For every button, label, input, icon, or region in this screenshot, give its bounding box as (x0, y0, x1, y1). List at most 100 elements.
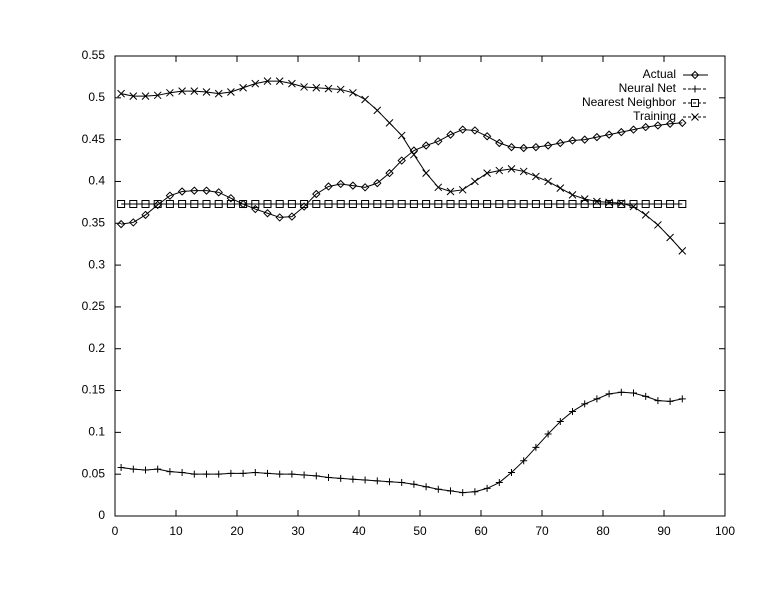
marker (495, 200, 504, 209)
marker (300, 200, 309, 209)
marker (373, 477, 381, 485)
marker (446, 187, 455, 196)
marker (141, 200, 150, 209)
marker (288, 79, 296, 88)
marker (544, 177, 552, 186)
marker (470, 126, 480, 135)
marker (653, 121, 663, 130)
marker (227, 469, 235, 477)
marker (568, 200, 577, 209)
marker (556, 417, 564, 425)
marker (617, 200, 626, 209)
marker (544, 430, 552, 438)
marker (532, 443, 540, 451)
marker (691, 113, 699, 121)
marker (447, 487, 454, 495)
marker (593, 197, 601, 206)
marker (116, 219, 126, 229)
y-tick-label: 0.15 (82, 383, 106, 397)
y-tick-label: 0.05 (82, 466, 106, 480)
marker (336, 200, 345, 209)
marker (386, 478, 393, 486)
marker (556, 200, 565, 209)
marker (348, 181, 358, 190)
marker (361, 200, 370, 209)
series-line (121, 122, 683, 225)
marker (288, 470, 296, 478)
marker (508, 469, 515, 477)
marker (312, 200, 321, 209)
marker (665, 119, 675, 128)
marker (519, 143, 528, 153)
marker (422, 483, 430, 491)
x-tick-label: 60 (474, 524, 488, 538)
marker (275, 213, 284, 222)
marker (299, 202, 309, 211)
marker (495, 479, 503, 487)
marker (690, 70, 700, 80)
marker (142, 466, 149, 474)
marker (239, 469, 247, 477)
marker (507, 200, 516, 209)
marker (349, 88, 357, 97)
marker (397, 131, 406, 140)
marker (215, 470, 223, 478)
marker (214, 200, 223, 209)
marker (568, 190, 577, 199)
marker (483, 200, 492, 209)
marker (202, 88, 211, 96)
marker (422, 200, 431, 209)
marker (410, 480, 418, 488)
marker (251, 79, 260, 88)
marker (190, 87, 199, 95)
marker (507, 165, 516, 173)
marker (360, 183, 370, 192)
marker (641, 122, 650, 132)
x-tick-label: 70 (535, 524, 549, 538)
marker (348, 200, 357, 209)
marker (397, 156, 406, 165)
y-tick-label: 0.2 (88, 341, 105, 355)
x-tick-label: 90 (657, 524, 671, 538)
marker (129, 200, 138, 209)
marker (434, 137, 443, 146)
series-line (121, 391, 683, 494)
marker (239, 83, 247, 92)
marker (421, 141, 431, 150)
marker (629, 202, 638, 211)
marker (470, 200, 479, 209)
marker (251, 200, 260, 209)
marker (434, 200, 443, 209)
marker (592, 132, 602, 142)
marker (410, 150, 418, 159)
marker (691, 99, 699, 107)
marker (190, 470, 198, 478)
marker (678, 395, 686, 403)
marker (154, 465, 162, 473)
x-tick-label: 40 (352, 524, 366, 538)
y-tick-label: 0.1 (88, 425, 105, 439)
marker (117, 89, 125, 98)
marker (300, 83, 308, 91)
marker (519, 167, 528, 176)
marker (263, 200, 272, 209)
marker (227, 88, 235, 96)
marker (495, 166, 504, 175)
marker (177, 187, 187, 196)
marker (666, 233, 674, 242)
marker (629, 125, 638, 134)
marker (678, 118, 687, 128)
marker (361, 95, 369, 104)
marker (141, 210, 150, 220)
x-tick-label: 0 (112, 524, 119, 538)
marker (654, 397, 662, 405)
marker (482, 132, 492, 141)
marker (458, 185, 467, 194)
marker (117, 463, 125, 471)
y-tick-label: 0.25 (82, 299, 106, 313)
legend-label: Neural Net (619, 81, 677, 95)
marker (166, 88, 174, 97)
marker (409, 200, 418, 209)
marker (300, 471, 308, 479)
